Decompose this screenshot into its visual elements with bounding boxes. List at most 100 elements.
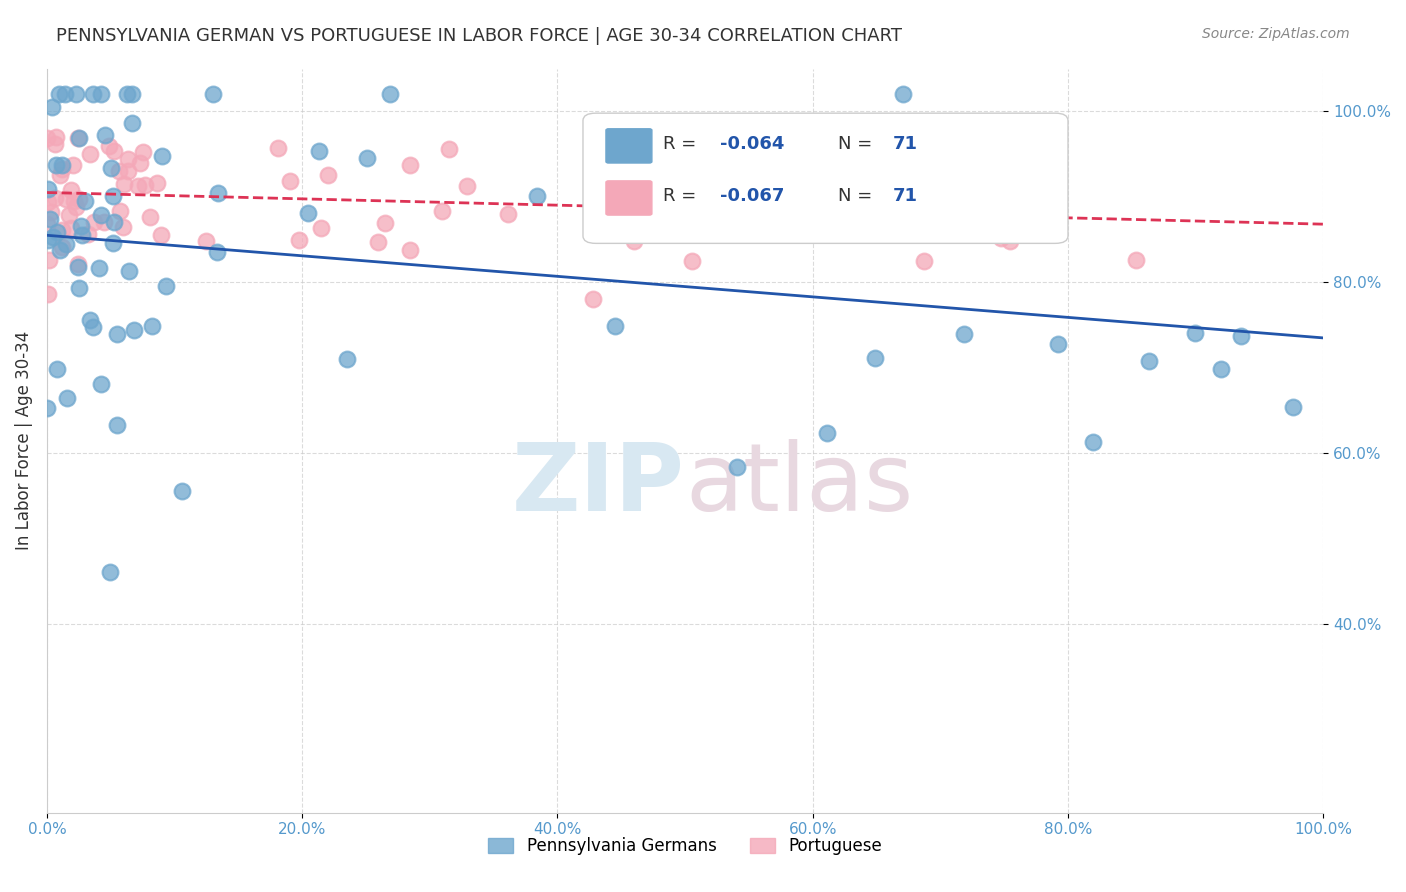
Text: atlas: atlas xyxy=(685,439,914,531)
Point xyxy=(90,376,112,391)
Point xyxy=(121,87,143,102)
Point xyxy=(117,164,139,178)
Point xyxy=(48,87,70,102)
Point xyxy=(41,99,63,113)
Point xyxy=(65,87,87,102)
Point xyxy=(51,240,73,254)
Point xyxy=(112,177,135,191)
Text: -0.064: -0.064 xyxy=(720,136,785,153)
Point xyxy=(98,565,121,579)
Text: N =: N = xyxy=(838,136,879,153)
Point xyxy=(953,326,976,341)
Point xyxy=(132,145,155,160)
Point xyxy=(101,189,124,203)
Point xyxy=(63,194,86,208)
Point xyxy=(103,215,125,229)
FancyBboxPatch shape xyxy=(583,113,1069,244)
Point xyxy=(526,189,548,203)
Y-axis label: In Labor Force | Age 30-34: In Labor Force | Age 30-34 xyxy=(15,331,32,550)
Point xyxy=(70,219,93,233)
Point xyxy=(356,151,378,165)
Point xyxy=(48,243,70,257)
Legend: Pennsylvania Germans, Portuguese: Pennsylvania Germans, Portuguese xyxy=(479,829,890,863)
Point xyxy=(1125,253,1147,268)
Point xyxy=(67,281,90,295)
Point xyxy=(79,147,101,161)
Text: N =: N = xyxy=(838,187,879,205)
Point xyxy=(681,254,703,268)
Point xyxy=(141,319,163,334)
Point xyxy=(72,227,94,242)
Point xyxy=(79,313,101,327)
Point xyxy=(922,191,945,205)
Point xyxy=(496,207,519,221)
Point xyxy=(37,182,59,196)
Point xyxy=(456,179,478,194)
Point xyxy=(139,211,162,225)
Point xyxy=(150,149,173,163)
Point xyxy=(55,237,77,252)
Point xyxy=(430,204,453,219)
Point xyxy=(374,216,396,230)
Point xyxy=(1081,434,1104,449)
Point xyxy=(823,185,845,199)
Point xyxy=(58,208,80,222)
Point xyxy=(51,161,73,176)
Point xyxy=(60,183,83,197)
Point xyxy=(93,215,115,229)
Point xyxy=(45,129,67,144)
Point xyxy=(53,87,76,102)
Point xyxy=(605,318,627,333)
Point xyxy=(117,153,139,167)
Point xyxy=(37,287,59,301)
Point xyxy=(773,178,796,193)
Point xyxy=(38,252,60,267)
Point xyxy=(195,235,218,249)
Point xyxy=(118,263,141,277)
Point xyxy=(122,323,145,337)
Point xyxy=(56,391,79,405)
Point xyxy=(398,158,420,172)
Point xyxy=(689,193,711,207)
Point xyxy=(66,131,89,145)
Point xyxy=(111,219,134,234)
Point xyxy=(100,161,122,175)
Point xyxy=(90,208,112,222)
Point xyxy=(89,261,111,276)
Point xyxy=(582,292,605,306)
Text: R =: R = xyxy=(664,187,703,205)
Point xyxy=(145,177,167,191)
Point xyxy=(55,192,77,206)
Point xyxy=(267,141,290,155)
Point xyxy=(278,174,301,188)
Point xyxy=(44,137,66,152)
Point xyxy=(799,204,821,219)
Point xyxy=(38,212,60,227)
Point xyxy=(201,87,224,102)
Point xyxy=(121,116,143,130)
Point xyxy=(65,200,87,214)
Point xyxy=(725,460,748,475)
Point xyxy=(912,253,935,268)
Point xyxy=(920,215,942,229)
Point xyxy=(870,207,893,221)
Point xyxy=(316,168,339,182)
Point xyxy=(398,243,420,257)
Point xyxy=(891,87,914,102)
Point xyxy=(103,144,125,158)
Point xyxy=(1046,336,1069,351)
Point xyxy=(914,204,936,219)
Point xyxy=(37,195,59,210)
Point xyxy=(1281,400,1303,414)
Point xyxy=(336,352,359,367)
Point xyxy=(863,351,886,365)
Point xyxy=(37,233,59,247)
Point xyxy=(380,87,402,102)
Text: 71: 71 xyxy=(893,136,918,153)
Text: Source: ZipAtlas.com: Source: ZipAtlas.com xyxy=(1202,27,1350,41)
Point xyxy=(1043,223,1066,237)
Point xyxy=(297,206,319,220)
Point xyxy=(82,87,104,102)
Text: -0.067: -0.067 xyxy=(720,187,785,205)
Point xyxy=(207,244,229,259)
